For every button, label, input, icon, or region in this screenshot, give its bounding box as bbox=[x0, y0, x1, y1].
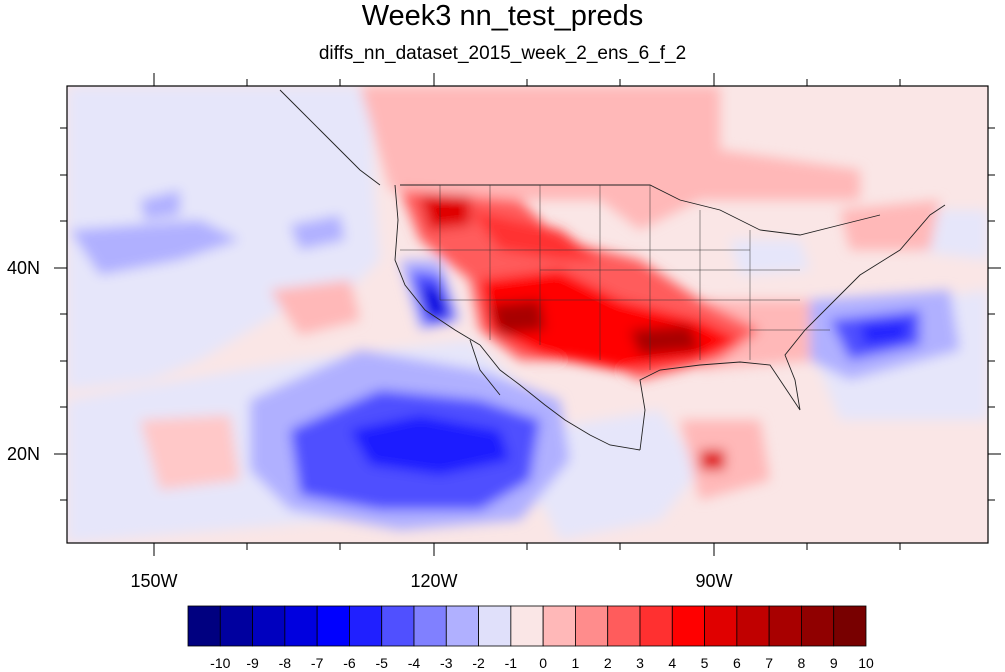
colorbar-label: -4 bbox=[408, 655, 421, 671]
colorbar-swatch bbox=[575, 605, 609, 647]
colorbar-label: -2 bbox=[472, 655, 485, 671]
colorbar-label: -6 bbox=[343, 655, 356, 671]
colorbar-label: -1 bbox=[505, 655, 518, 671]
map-ticks bbox=[54, 73, 1001, 556]
colorbar-label: 0 bbox=[539, 655, 547, 671]
colorbar-label: -7 bbox=[311, 655, 324, 671]
anomaly-field bbox=[67, 86, 988, 543]
colorbar-swatch bbox=[833, 605, 867, 647]
colorbar-swatch bbox=[445, 605, 479, 647]
colorbar-label: 10 bbox=[858, 655, 874, 671]
colorbar-swatch bbox=[801, 605, 835, 647]
colorbar-label: -8 bbox=[279, 655, 292, 671]
colorbar-swatch bbox=[284, 605, 318, 647]
colorbar-swatch bbox=[413, 605, 447, 647]
lon-label-90w: 90W bbox=[695, 571, 732, 591]
colorbar-label: 4 bbox=[668, 655, 676, 671]
colorbar-swatch bbox=[316, 605, 350, 647]
map-title: Week3 nn_test_preds bbox=[361, 0, 644, 32]
colorbar-label: 5 bbox=[701, 655, 709, 671]
colorbar-label: -10 bbox=[210, 655, 230, 671]
colorbar-swatch bbox=[671, 605, 705, 647]
colorbar-label: -5 bbox=[375, 655, 388, 671]
colorbar-swatch bbox=[187, 605, 221, 647]
colorbar-label: 2 bbox=[604, 655, 612, 671]
colorbar-label: 7 bbox=[765, 655, 773, 671]
colorbar-swatch bbox=[542, 605, 576, 647]
lon-label-150w: 150W bbox=[130, 571, 177, 591]
lat-label-40n: 40N bbox=[7, 258, 40, 278]
colorbar-swatch bbox=[704, 605, 738, 647]
colorbar-swatch bbox=[478, 605, 512, 647]
colorbar-label: -3 bbox=[440, 655, 453, 671]
colorbar-swatch bbox=[219, 605, 253, 647]
map-subtitle: diffs_nn_dataset_2015_week_2_ens_6_f_2 bbox=[318, 43, 687, 64]
colorbar-label: -9 bbox=[246, 655, 259, 671]
colorbar-label: 9 bbox=[830, 655, 838, 671]
colorbar-label: 1 bbox=[572, 655, 580, 671]
lon-label-120w: 120W bbox=[410, 571, 457, 591]
colorbar-swatch bbox=[349, 605, 383, 647]
colorbar: -10 -9 -8 -7 -6 -5 -4 -3 -2 -1 0 1 2 3 4 5 6 7 8 9 10 bbox=[187, 605, 874, 671]
colorbar-swatch bbox=[736, 605, 770, 647]
colorbar-swatch bbox=[252, 605, 286, 647]
colorbar-swatch bbox=[639, 605, 673, 647]
colorbar-label: 6 bbox=[733, 655, 741, 671]
colorbar-label: 8 bbox=[798, 655, 806, 671]
colorbar-label: 3 bbox=[636, 655, 644, 671]
colorbar-swatch bbox=[510, 605, 544, 647]
colorbar-swatch bbox=[607, 605, 641, 647]
lat-label-20n: 20N bbox=[7, 444, 40, 464]
colorbar-swatch bbox=[381, 605, 415, 647]
colorbar-swatch bbox=[768, 605, 802, 647]
